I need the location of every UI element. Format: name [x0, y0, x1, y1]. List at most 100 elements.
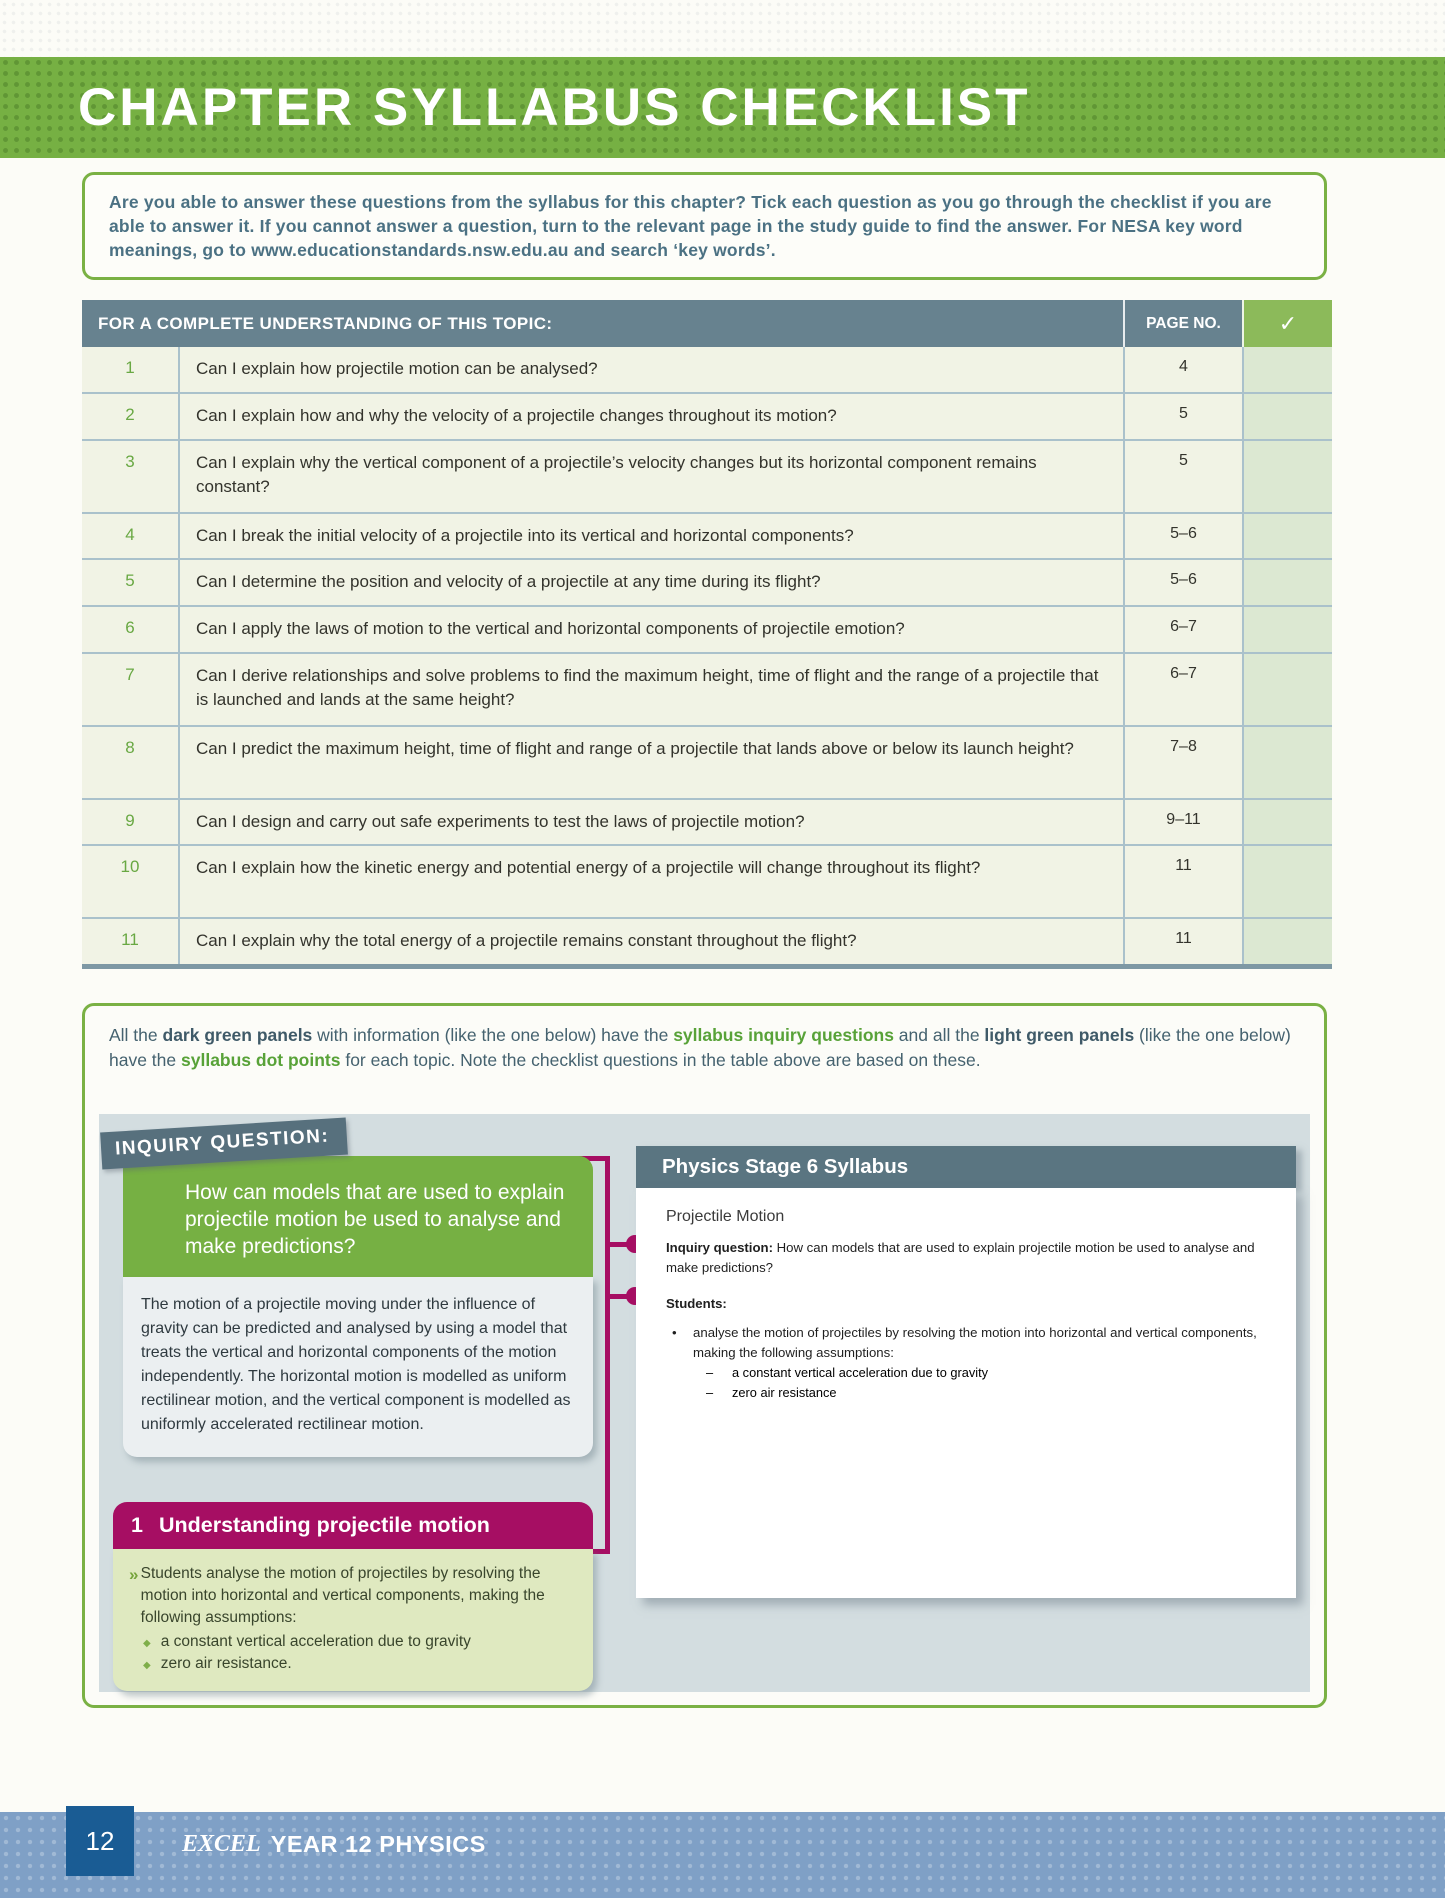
halftone-texture-strip — [0, 0, 1445, 57]
list-item: ◆ zero air resistance. — [129, 1653, 575, 1675]
tick-cell[interactable] — [1242, 653, 1332, 725]
table-row: 7 Can I derive relationships and solve p… — [82, 651, 1332, 725]
row-number: 6 — [125, 617, 135, 637]
text-segment: (like the one below) have the — [109, 1025, 1291, 1070]
page-no-value: 5–6 — [1123, 513, 1242, 559]
page-no-value: 7–8 — [1123, 726, 1242, 798]
connector-line — [605, 1156, 610, 1554]
syllabus-dash-item: – a constant vertical acceleration due t… — [706, 1363, 1270, 1383]
syllabus-dash-item: – zero air resistance — [706, 1383, 1270, 1403]
topic-number: 1 — [131, 1513, 143, 1537]
tick-cell[interactable] — [1242, 606, 1332, 652]
tick-cell[interactable] — [1242, 799, 1332, 845]
row-number: 7 — [125, 664, 135, 684]
question-text: Can I explain how projectile motion can … — [178, 347, 1123, 392]
table-row: 8 Can I predict the maximum height, time… — [82, 724, 1332, 798]
table-row: 11 Can I explain why the total energy of… — [82, 917, 1332, 964]
bullet-icon: • — [672, 1325, 677, 1341]
topic-title: Understanding projectile motion — [158, 1513, 490, 1537]
topic-heading: 1 Understanding projectile motion — [113, 1502, 593, 1549]
table-row: 6 Can I apply the laws of motion to the … — [82, 604, 1332, 652]
intro-text: Are you able to answer these questions f… — [109, 192, 1272, 261]
students-label: Students: — [666, 1295, 727, 1311]
page-no-value: 5 — [1123, 394, 1242, 439]
text-segment: for each topic. Note the checklist quest… — [340, 1049, 981, 1070]
text-segment: with information (like the one below) ha… — [312, 1025, 674, 1045]
list-item: ◆ a constant vertical acceleration due t… — [129, 1631, 575, 1653]
question-text: Can I explain how the kinetic energy and… — [178, 846, 1123, 918]
dot-points-list: ◆ a constant vertical acceleration due t… — [129, 1631, 575, 1675]
text-segment-inquiry-questions: syllabus inquiry questions — [673, 1025, 894, 1045]
tick-cell[interactable] — [1242, 726, 1332, 798]
page-no-value: 11 — [1123, 846, 1242, 918]
question-text: Can I apply the laws of motion to the ve… — [178, 606, 1123, 652]
syllabus-bullet-item: • analyse the motion of projectiles by r… — [666, 1323, 1270, 1363]
row-number: 9 — [125, 810, 135, 830]
dot-points-panel: » Students analyse the motion of project… — [113, 1549, 593, 1691]
tick-cell[interactable] — [1242, 440, 1332, 512]
table-row: 4 Can I break the initial velocity of a … — [82, 511, 1332, 559]
row-number: 3 — [125, 451, 135, 471]
brand-excel: EXCEL — [182, 1830, 261, 1857]
page-no-value: 11 — [1123, 919, 1242, 964]
check-icon: ✓ — [1242, 300, 1332, 347]
dot-point-text: zero air resistance. — [160, 1655, 292, 1672]
info-intro-text: All the dark green panels with informati… — [85, 1006, 1324, 1072]
page-title: CHAPTER SYLLABUS CHECKLIST — [78, 78, 1031, 137]
table-row: 1 Can I explain how projectile motion ca… — [82, 347, 1332, 392]
inquiry-question-label: Inquiry question: — [666, 1240, 773, 1255]
column-header-topic: FOR A COMPLETE UNDERSTANDING OF THIS TOP… — [98, 314, 553, 333]
panels-demo-area: INQUIRY QUESTION: How can models that ar… — [99, 1114, 1310, 1692]
table-row: 2 Can I explain how and why the velocity… — [82, 392, 1332, 439]
page-number-box: 12 — [66, 1806, 134, 1876]
tick-cell[interactable] — [1242, 560, 1332, 605]
book-brand: EXCEL YEAR 12 PHYSICS — [182, 1812, 486, 1876]
panels-info-box: All the dark green panels with informati… — [82, 1003, 1327, 1708]
tick-cell[interactable] — [1242, 347, 1332, 392]
intro-box: Are you able to answer these questions f… — [82, 172, 1327, 280]
inquiry-question-text: How can models that are used to explain … — [666, 1240, 1255, 1275]
table-header-row: FOR A COMPLETE UNDERSTANDING OF THIS TOP… — [82, 300, 1332, 347]
inquiry-panel-group: How can models that are used to explain … — [123, 1156, 593, 1457]
diamond-bullet-icon: ◆ — [143, 1660, 151, 1671]
syllabus-dash-text: a constant vertical acceleration due to … — [732, 1364, 989, 1380]
diamond-bullet-icon: ◆ — [143, 1638, 151, 1649]
tick-cell[interactable] — [1242, 919, 1332, 964]
text-segment-dot-points: syllabus dot points — [181, 1049, 341, 1070]
topic-panel-group: 1 Understanding projectile motion » Stude… — [113, 1502, 593, 1691]
page-no-value: 5–6 — [1123, 560, 1242, 605]
page-no-value: 6–7 — [1123, 606, 1242, 652]
question-text: Can I predict the maximum height, time o… — [178, 726, 1123, 798]
question-text: Can I break the initial velocity of a pr… — [178, 513, 1123, 559]
page-no-value: 5 — [1123, 440, 1242, 512]
syllabus-subtitle: Projectile Motion — [666, 1208, 785, 1225]
question-text: Can I design and carry out safe experime… — [178, 799, 1123, 845]
dash-icon: – — [706, 1364, 714, 1380]
table-row: 5 Can I determine the position and veloc… — [82, 558, 1332, 605]
question-text: Can I explain why the total energy of a … — [178, 919, 1123, 964]
page-no-value: 6–7 — [1123, 653, 1242, 725]
row-number: 2 — [125, 405, 135, 424]
chevron-icon: » — [129, 1565, 139, 1584]
tick-cell[interactable] — [1242, 513, 1332, 559]
column-header-page-no: PAGE NO. — [1123, 300, 1242, 347]
syllabus-inquiry-paragraph: Inquiry question: How can models that ar… — [666, 1238, 1270, 1278]
table-row: 10 Can I explain how the kinetic energy … — [82, 844, 1332, 918]
text-segment-dark-green-panels: dark green panels — [162, 1025, 313, 1045]
page-number: 12 — [85, 1825, 115, 1856]
text-segment: All the — [109, 1025, 163, 1045]
dash-icon: – — [706, 1384, 714, 1400]
brand-series: YEAR 12 PHYSICS — [270, 1830, 486, 1857]
dot-points-lead: Students analyse the motion of projectil… — [140, 1565, 545, 1626]
tick-cell[interactable] — [1242, 846, 1332, 918]
syllabus-panel-title: Physics Stage 6 Syllabus — [636, 1146, 1296, 1188]
text-segment-light-green-panels: light green panels — [984, 1025, 1135, 1045]
dot-point-text: a constant vertical acceleration due to … — [160, 1633, 471, 1650]
table-row: 3 Can I explain why the vertical compone… — [82, 438, 1332, 512]
connector-line — [610, 1242, 632, 1247]
page-no-value: 4 — [1123, 347, 1242, 392]
syllabus-bullet-text: analyse the motion of projectiles by res… — [693, 1325, 1257, 1361]
tick-cell[interactable] — [1242, 394, 1332, 439]
question-text: Can I determine the position and velocit… — [178, 560, 1123, 605]
